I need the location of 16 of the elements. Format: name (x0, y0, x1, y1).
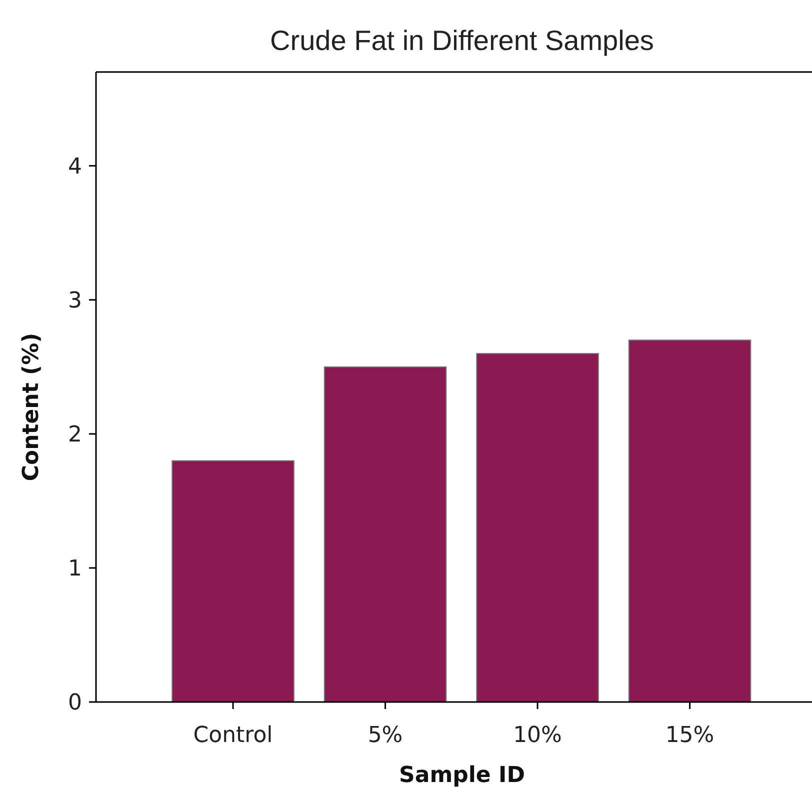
bar (628, 340, 752, 702)
x-axis-title: Sample ID (399, 763, 525, 788)
bar (324, 366, 447, 702)
y-tick-label: 0 (68, 690, 82, 716)
x-tick-label: 15% (665, 723, 714, 748)
bar (172, 460, 294, 702)
y-axis-title: Content (%) (19, 332, 44, 482)
y-tick-label: 3 (68, 288, 82, 314)
y-tick-label: 1 (68, 556, 82, 582)
x-tick-label: 5% (368, 723, 403, 748)
y-tick-label: 4 (68, 154, 82, 180)
bar (476, 352, 599, 702)
x-tick-label: Control (193, 723, 273, 748)
x-tick-label: 10% (513, 723, 562, 748)
y-tick-label: 2 (68, 422, 82, 448)
chart-title: Crude Fat in Different Samples (270, 25, 654, 56)
